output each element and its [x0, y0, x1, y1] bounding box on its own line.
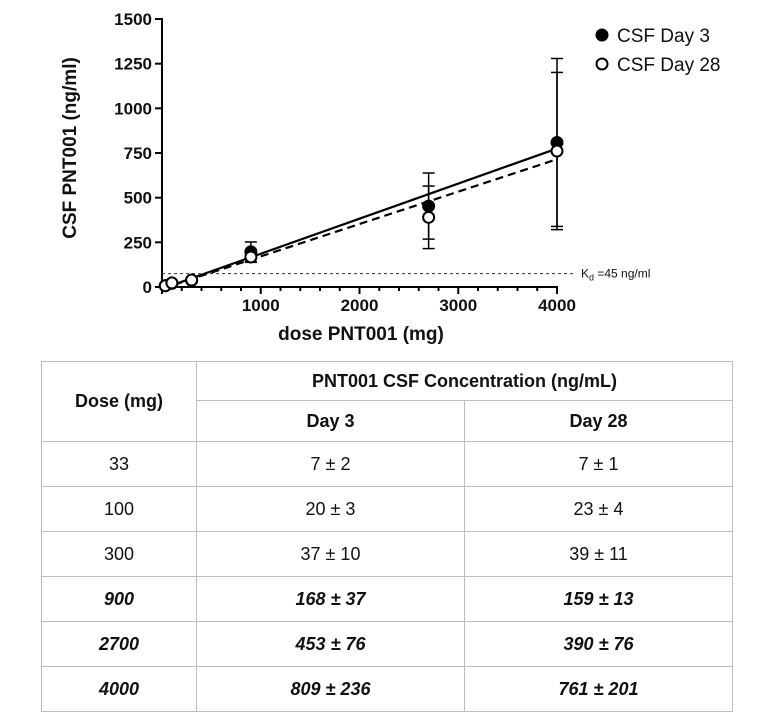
- day3-point: [422, 199, 436, 213]
- day28-cell: 23 ± 4: [464, 486, 733, 532]
- x-tick-label: 1000: [242, 296, 280, 315]
- dose-cell: 4000: [41, 666, 197, 712]
- error-bars: [159, 57, 563, 287]
- day28-point: [165, 276, 179, 290]
- day28-cell: 7 ± 1: [464, 441, 733, 487]
- x-axis-title: dose PNT001 (mg): [278, 324, 444, 345]
- day28-fit-line: [161, 158, 558, 290]
- axes: 0 250 500 750 1000 1250 1500 1000 2000 3000 4000: [114, 10, 576, 315]
- day28-cell: 761 ± 201: [464, 666, 733, 712]
- day3-cell: 168 ± 37: [196, 576, 465, 622]
- day28-cell: 39 ± 11: [464, 531, 733, 577]
- table-row: 4000 809 ± 236 761 ± 201: [41, 666, 733, 712]
- legend-day28-label: CSF Day 28: [617, 55, 720, 76]
- day3-cell: 809 ± 236: [196, 666, 465, 712]
- dose-cell: 2700: [41, 621, 197, 667]
- day3-cell: 7 ± 2: [196, 441, 465, 487]
- fit-lines: [161, 147, 558, 290]
- day3-subheader: Day 3: [196, 400, 465, 442]
- day28-cell: 390 ± 76: [464, 621, 733, 667]
- y-tick-label: 1250: [114, 55, 152, 74]
- dose-cell: 300: [41, 531, 197, 577]
- concentration-column-header: PNT001 CSF Concentration (ng/mL): [196, 361, 733, 401]
- x-tick-label: 3000: [439, 296, 477, 315]
- legend: CSF Day 3 CSF Day 28: [595, 26, 720, 76]
- day3-fit-line: [161, 147, 558, 290]
- dose-cell: 100: [41, 486, 197, 532]
- day28-subheader: Day 28: [464, 400, 733, 442]
- x-tick-label: 4000: [538, 296, 576, 315]
- x-tick-label: 2000: [341, 296, 379, 315]
- table-subheader-row: Day 3 Day 28: [42, 400, 733, 442]
- kd-reference-label: Kd =45 ng/ml: [581, 267, 650, 283]
- legend-day3-label: CSF Day 3: [617, 26, 710, 47]
- data-points: [158, 135, 564, 293]
- y-tick-label: 250: [124, 233, 152, 252]
- day28-cell: 159 ± 13: [464, 576, 733, 622]
- table-header-row: Dose (mg) PNT001 CSF Concentration (ng/m…: [41, 361, 733, 442]
- kd-reference: Kd =45 ng/ml: [162, 267, 650, 283]
- day28-point: [422, 210, 436, 224]
- day28-point: [550, 144, 564, 158]
- day3-cell: 37 ± 10: [196, 531, 465, 577]
- concentration-table: Dose (mg) PNT001 CSF Concentration (ng/m…: [41, 361, 733, 712]
- dose-response-chart: 0 250 500 750 1000 1250 1500 1000 2000 3000 4000 K…: [60, 10, 720, 345]
- table-row: 300 37 ± 10 39 ± 11: [41, 531, 733, 577]
- y-tick-label: 1500: [114, 10, 152, 29]
- legend-day3-marker: [595, 28, 609, 42]
- y-tick-label: 750: [124, 144, 152, 163]
- y-tick-label: 0: [143, 278, 152, 297]
- day28-point: [185, 273, 199, 287]
- day28-point: [244, 250, 258, 264]
- dose-cell: 900: [41, 576, 197, 622]
- legend-day28-marker: [595, 57, 609, 71]
- table-row: 100 20 ± 3 23 ± 4: [41, 486, 733, 532]
- table-row: 900 168 ± 37 159 ± 13: [41, 576, 733, 622]
- y-tick-label: 500: [124, 189, 152, 208]
- y-tick-label: 1000: [114, 99, 152, 118]
- day3-cell: 20 ± 3: [196, 486, 465, 532]
- table-row: 2700 453 ± 76 390 ± 76: [41, 621, 733, 667]
- dose-cell: 33: [41, 441, 197, 487]
- day3-cell: 453 ± 76: [196, 621, 465, 667]
- y-axis-title: CSF PNT001 (ng/ml): [60, 57, 81, 239]
- dose-column-header: Dose (mg): [41, 361, 197, 442]
